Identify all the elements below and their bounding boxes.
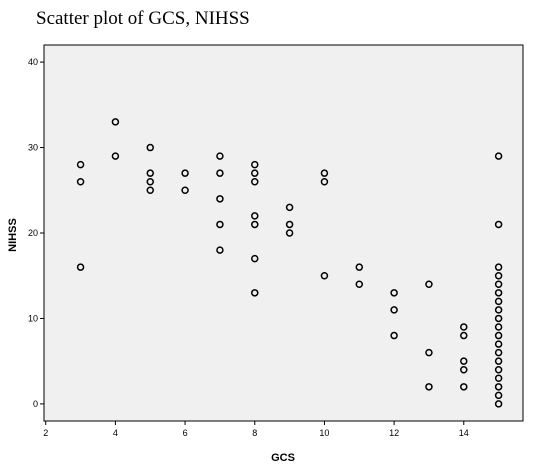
data-point — [425, 348, 433, 357]
data-point — [320, 271, 329, 280]
x-tick-label: 6 — [183, 428, 188, 438]
y-axis-ticks: 0 10 20 30 40 — [28, 57, 44, 409]
data-point — [216, 246, 224, 254]
data-point — [494, 400, 503, 408]
data-point — [251, 220, 259, 229]
data-point — [111, 118, 120, 126]
data-point — [460, 323, 468, 331]
data-point — [494, 152, 503, 160]
x-tick-label: 12 — [389, 428, 399, 438]
data-point — [251, 212, 259, 220]
y-tick-label: 30 — [28, 143, 38, 153]
data-point — [355, 263, 364, 271]
data-point — [494, 297, 503, 306]
data-point — [216, 152, 224, 160]
data-point — [494, 271, 503, 280]
x-tick-label: 8 — [252, 428, 257, 438]
y-tick-label: 0 — [33, 399, 38, 409]
data-point — [425, 383, 433, 391]
data-point — [111, 152, 120, 160]
x-tick-label: 14 — [459, 428, 469, 438]
data-point — [390, 306, 398, 314]
data-point — [460, 365, 468, 374]
data-point — [425, 280, 433, 289]
data-point — [146, 177, 155, 186]
x-axis-ticks: 2 4 6 8 10 12 14 — [43, 421, 469, 438]
x-tick-label: 2 — [43, 428, 48, 438]
chart-title: Scatter plot of GCS, NIHSS — [36, 8, 250, 29]
data-point — [494, 383, 503, 391]
y-tick-label: 20 — [28, 228, 38, 238]
y-axis-label: NIHSS — [7, 218, 19, 252]
data-point — [494, 289, 503, 297]
x-tick-label: 4 — [113, 428, 118, 438]
data-point — [460, 357, 468, 365]
data-point — [76, 177, 85, 186]
data-point — [251, 289, 259, 297]
data-point — [494, 220, 503, 229]
data-point — [216, 169, 224, 177]
data-point — [146, 186, 155, 195]
data-point — [181, 169, 189, 177]
data-point — [76, 160, 85, 169]
data-point — [216, 195, 224, 203]
data-point — [390, 289, 398, 297]
x-tick-label: 10 — [319, 428, 329, 438]
data-point — [494, 323, 503, 331]
data-point — [460, 383, 468, 391]
data-point — [494, 314, 503, 323]
data-point — [251, 177, 259, 186]
data-point — [494, 306, 503, 314]
data-point — [76, 263, 85, 271]
data-point — [460, 331, 468, 340]
data-point — [494, 340, 503, 348]
data-point — [181, 186, 189, 195]
data-point — [320, 169, 329, 177]
data-point — [251, 254, 259, 263]
data-point — [251, 169, 259, 177]
data-point — [494, 263, 503, 271]
data-point — [390, 331, 398, 340]
data-point — [146, 143, 155, 152]
data-point — [494, 365, 503, 374]
data-point — [320, 177, 329, 186]
y-tick-label: 10 — [28, 313, 38, 323]
data-point — [285, 203, 294, 212]
data-point — [494, 391, 503, 400]
data-point — [494, 374, 503, 383]
data-point — [494, 348, 503, 357]
plot-area — [43, 44, 524, 422]
data-point — [251, 160, 259, 169]
data-point — [494, 331, 503, 340]
data-point — [285, 229, 294, 237]
data-point — [285, 220, 294, 229]
data-point — [494, 357, 503, 365]
data-point — [216, 220, 224, 229]
x-axis-label: GCS — [271, 452, 295, 464]
data-point — [146, 169, 155, 177]
y-tick-label: 40 — [28, 57, 38, 67]
data-point — [494, 280, 503, 289]
data-point — [355, 280, 364, 289]
data-points — [76, 118, 503, 408]
